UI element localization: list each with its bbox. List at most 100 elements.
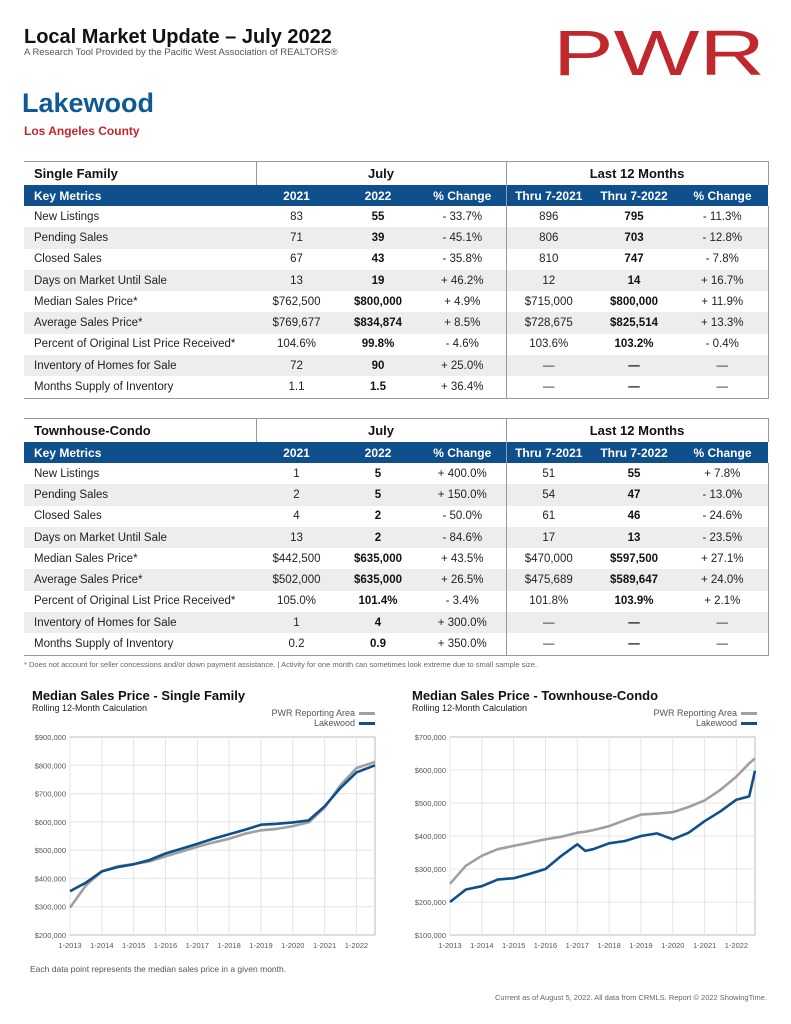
column-header: % Change — [419, 442, 507, 463]
table-row: Months Supply of Inventory 0.2 0.9 + 350.0%… — [24, 633, 769, 656]
single-family-price-chart: $200,000 $300,000 $400,000 $500,000 $600,000… — [35, 733, 376, 950]
metric-value: 0.9 — [337, 633, 419, 656]
county-name: Los Angeles County — [24, 124, 140, 138]
metric-value: — — [677, 376, 769, 399]
series-line-pwr-reporting-area — [449, 757, 756, 885]
metric-value: 61 — [505, 505, 592, 527]
metric-value: — — [591, 355, 678, 377]
x-tick-label: 1-2022 — [345, 941, 368, 950]
metric-value: 810 — [505, 248, 592, 270]
metric-value: 703 — [591, 227, 678, 249]
metric-value: 43 — [371, 253, 385, 266]
table-row: Pending Sales 71 39- 45.1% 806 703- 12.8% — [24, 227, 769, 249]
x-tick-label: 1-2013 — [58, 941, 81, 950]
y-tick-label: $400,000 — [35, 874, 66, 883]
x-tick-label: 1-2014 — [90, 941, 113, 950]
column-header: % Change — [419, 185, 507, 206]
table-row: Pending Sales 2 5 + 150.0% 54 47- 13.0% — [24, 484, 769, 506]
metric-label: New Listings — [34, 210, 100, 223]
x-tick-label: 1-2020 — [281, 941, 304, 950]
footnote: * Does not account for seller concession… — [24, 660, 538, 669]
metric-value: 806 — [505, 227, 592, 249]
column-header: 2021 — [256, 442, 337, 463]
metric-value: 19 — [337, 269, 419, 292]
x-tick-label: 1-2013 — [438, 941, 461, 950]
metric-value: 4 — [293, 510, 300, 523]
metric-value: - 11.3% — [677, 206, 769, 228]
y-tick-label: $600,000 — [415, 766, 446, 775]
x-tick-label: 1-2017 — [566, 941, 589, 950]
metric-value: 5 — [374, 467, 382, 480]
metric-value: 1.1 — [256, 376, 337, 399]
metric-value: 83 — [290, 210, 303, 223]
metric-value: + 2.1% — [677, 590, 769, 613]
metric-value: 747 — [624, 253, 644, 266]
x-tick-label: 1-2017 — [186, 941, 209, 950]
metric-value: + 350.0% — [419, 633, 507, 656]
group-header-12-months: Last 12 Months — [505, 161, 769, 185]
metric-value: $475,689 — [505, 569, 592, 591]
metric-label: Median Sales Price* — [34, 552, 138, 565]
metric-value: $597,500 — [610, 552, 658, 565]
metric-value: $728,675 — [505, 312, 592, 334]
metric-value: 104.6% — [276, 338, 316, 351]
metric-value: — — [591, 612, 678, 634]
legend-item-lakewood: Lakewood — [250, 718, 375, 728]
metric-value: 46 — [627, 510, 641, 523]
chart-legend: PWR Reporting Area Lakewood — [250, 708, 375, 728]
table-row: Inventory of Homes for Sale 72 90 + 25.0% — —… — [24, 355, 769, 377]
metric-value: 13 — [591, 526, 678, 549]
metric-value: 39 — [337, 227, 419, 249]
metric-value: - 50.0% — [442, 510, 483, 523]
report-title: Local Market Update – July 2022 — [24, 26, 332, 48]
metric-value: 99.8% — [361, 338, 395, 351]
metric-value: $635,000 — [354, 552, 402, 565]
city-name: Lakewood — [22, 88, 155, 118]
legend-swatch-blue — [359, 722, 375, 726]
y-tick-label: $300,000 — [415, 865, 446, 874]
section-title: Single Family — [24, 161, 256, 185]
x-tick-label: 1-2022 — [725, 941, 748, 950]
metric-value: 1.5 — [337, 376, 419, 399]
metric-value: 2 — [374, 510, 382, 523]
y-tick-label: $900,000 — [35, 733, 66, 742]
metric-value: 13 — [256, 269, 337, 292]
metric-value: + 16.7% — [677, 269, 769, 292]
table-row: Days on Market Until Sale 13 19 + 46.2% 12 14… — [24, 269, 769, 292]
x-tick-label: 1-2019 — [629, 941, 652, 950]
chart-subtitle: Rolling 12-Month Calculation — [412, 703, 528, 713]
metric-value: + 25.0% — [419, 355, 507, 377]
townhouse-condo-price-chart: $100,000 $200,000 $300,000 $400,000 $500,000… — [415, 733, 757, 950]
metric-label: Average Sales Price* — [24, 569, 256, 591]
metric-value: 103.9% — [614, 595, 654, 608]
column-header: Key Metrics — [24, 442, 256, 463]
legend-item-pwr: PWR Reporting Area — [632, 708, 757, 718]
metric-value: - 7.8% — [677, 248, 769, 270]
metric-value: - 0.4% — [677, 333, 769, 356]
metric-label: Days on Market Until Sale — [24, 526, 256, 549]
column-header: % Change — [677, 442, 769, 463]
metric-value: 13 — [256, 526, 337, 549]
y-tick-label: $600,000 — [35, 818, 66, 827]
table-row: Average Sales Price* $769,677 $834,874 + 8.… — [24, 312, 769, 334]
table-row: Average Sales Price* $502,000 $635,000 + 26… — [24, 569, 769, 591]
metric-value: 5 — [337, 484, 419, 506]
y-tick-label: $500,000 — [415, 799, 446, 808]
metric-value: 2 — [337, 526, 419, 549]
table-row: Median Sales Price* $762,500 $800,000 + 4.9… — [24, 291, 769, 313]
metric-label: Median Sales Price* — [34, 295, 138, 308]
y-tick-label: $100,000 — [415, 931, 446, 940]
table-row: Months Supply of Inventory 1.1 1.5 + 36.4% —… — [24, 376, 769, 399]
metric-value: $834,874 — [337, 312, 419, 334]
metric-value: - 84.6% — [419, 526, 507, 549]
report-subtitle: A Research Tool Provided by the Pacific … — [24, 47, 338, 58]
y-tick-label: $500,000 — [35, 846, 66, 855]
metric-value: 103.2% — [614, 338, 654, 351]
metric-value: — — [677, 612, 769, 634]
metric-label: Percent of Original List Price Received* — [34, 338, 236, 351]
y-tick-label: $800,000 — [35, 761, 66, 770]
table-row: Days on Market Until Sale 13 2- 84.6% 17 13-… — [24, 526, 769, 549]
pwr-logo: PWR — [553, 26, 765, 78]
metric-value: 47 — [591, 484, 678, 506]
metric-value: 72 — [256, 355, 337, 377]
